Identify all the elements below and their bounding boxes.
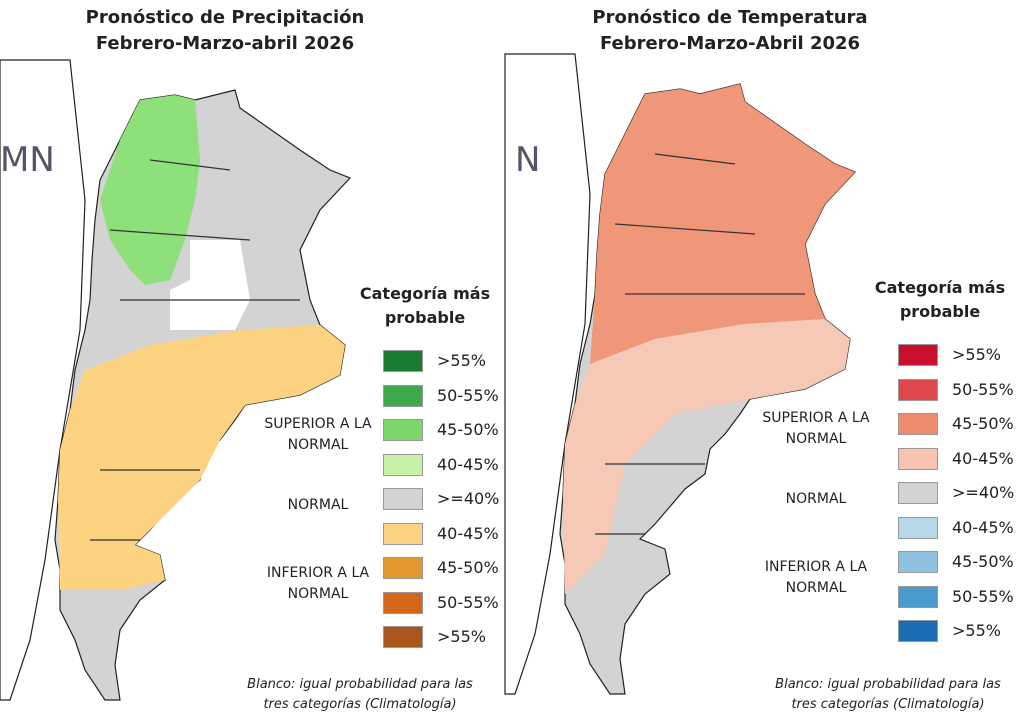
legend-swatch <box>898 585 938 608</box>
legend-swatch <box>898 620 938 642</box>
region <box>504 53 591 695</box>
legend-label: 45-50% <box>437 558 499 577</box>
legend-title: Categoría más probable <box>874 278 1006 321</box>
legend-label: 45-50% <box>952 414 1014 433</box>
note: Blanco: igual probabilidad para las tres… <box>775 677 1001 712</box>
legend-label: 40-45% <box>437 523 499 543</box>
legend-swatch <box>898 551 938 573</box>
region <box>100 95 200 285</box>
legend-label: 50-55% <box>437 592 499 612</box>
legend-label: >55% <box>952 345 1001 364</box>
region <box>170 240 250 330</box>
region <box>563 319 850 594</box>
legend-label: >55% <box>952 621 1001 640</box>
legend-swatch <box>898 482 938 504</box>
legend-swatch <box>383 453 423 476</box>
legend-label: 40-45% <box>437 454 499 474</box>
legend-label: >55% <box>437 351 486 370</box>
legend-swatch <box>898 447 938 470</box>
legend-swatch <box>383 557 423 579</box>
legend-swatch <box>383 384 423 407</box>
legend-swatch <box>383 419 423 441</box>
legend-label: 50-55% <box>952 379 1014 399</box>
region <box>595 153 805 535</box>
note: Blanco: igual probabilidad para las tres… <box>247 677 473 712</box>
panel-title: Pronóstico de Precipitación <box>85 7 365 28</box>
logo-text: N <box>515 140 541 180</box>
legend-swatch <box>383 591 423 614</box>
legend-swatch <box>383 522 423 545</box>
panel-subtitle: Febrero-Marzo-Abril 2026 <box>599 33 861 54</box>
legend-label: >=40% <box>952 483 1015 502</box>
legend-title: Categoría más probable <box>359 284 491 327</box>
legend-group: INFERIOR A LA NORMAL <box>764 559 868 596</box>
legend-group: INFERIOR A LA NORMAL <box>266 565 370 602</box>
legend-label: 45-50% <box>437 420 499 439</box>
legend-group: NORMAL <box>785 491 847 507</box>
panel-subtitle: Febrero-Marzo-abril 2026 <box>95 33 355 54</box>
map <box>0 59 352 701</box>
legend-swatch <box>898 378 938 401</box>
map <box>504 53 857 695</box>
legend-label: 40-45% <box>952 448 1014 468</box>
region <box>58 325 345 590</box>
panel-title: Pronóstico de Temperatura <box>592 7 868 28</box>
legend-label: 50-55% <box>437 385 499 405</box>
legend-swatch <box>898 516 938 539</box>
legend-group: NORMAL <box>287 497 349 513</box>
legend-swatch <box>898 344 938 366</box>
legend-label: >=40% <box>437 489 500 508</box>
region <box>0 59 86 701</box>
legend-swatch <box>383 626 423 648</box>
legend-swatch <box>383 350 423 372</box>
logo-text: MN <box>0 140 55 180</box>
legend-group: SUPERIOR A LA NORMAL <box>762 410 870 447</box>
region <box>90 159 300 541</box>
legend-label: 40-45% <box>952 517 1014 537</box>
legend-label: >55% <box>437 627 486 646</box>
legend-label: 50-55% <box>952 586 1014 606</box>
legend-label: 45-50% <box>952 552 1014 571</box>
legend-swatch <box>898 413 938 435</box>
legend-swatch <box>383 488 423 510</box>
legend-group: SUPERIOR A LA NORMAL <box>264 416 372 453</box>
